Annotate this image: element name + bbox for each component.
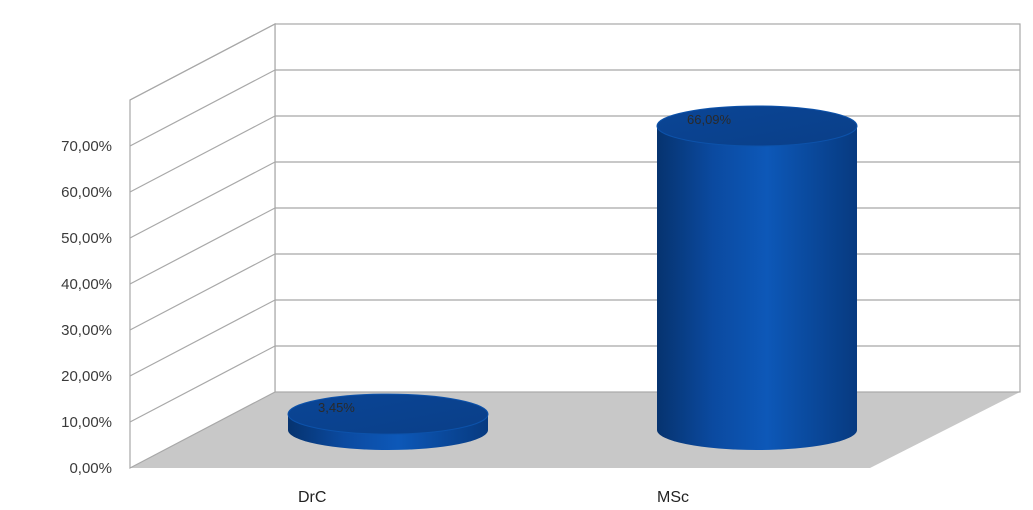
side-gridline [129,207,276,285]
bar-drc [287,393,489,450]
bar-body [657,125,857,451]
y-tick-label: 20,00% [61,368,112,385]
y-tick-label: 70,00% [61,138,112,155]
y-tick-label: 40,00% [61,276,112,293]
data-label-msc: 66,09% [687,112,732,127]
y-tick-label: 0,00% [69,460,112,477]
y-tick-label: 10,00% [61,414,112,431]
side-gridline [129,253,276,331]
bar-cap [656,105,858,147]
side-gridline [129,23,276,101]
x-category-label: MSc [657,489,689,506]
y-tick-label: 60,00% [61,184,112,201]
side-gridline [129,299,276,377]
bar-msc [656,105,858,451]
x-category-label: DrC [298,489,326,506]
y-tick-label: 50,00% [61,230,112,247]
side-gridline [129,345,276,423]
data-label-drc: 3,45% [318,400,355,415]
side-gridline [129,115,276,193]
bar-cap [287,393,489,435]
chart-floor [130,392,1020,468]
side-gridline [129,161,276,239]
y-tick-label: 30,00% [61,322,112,339]
side-gridline [129,69,276,147]
